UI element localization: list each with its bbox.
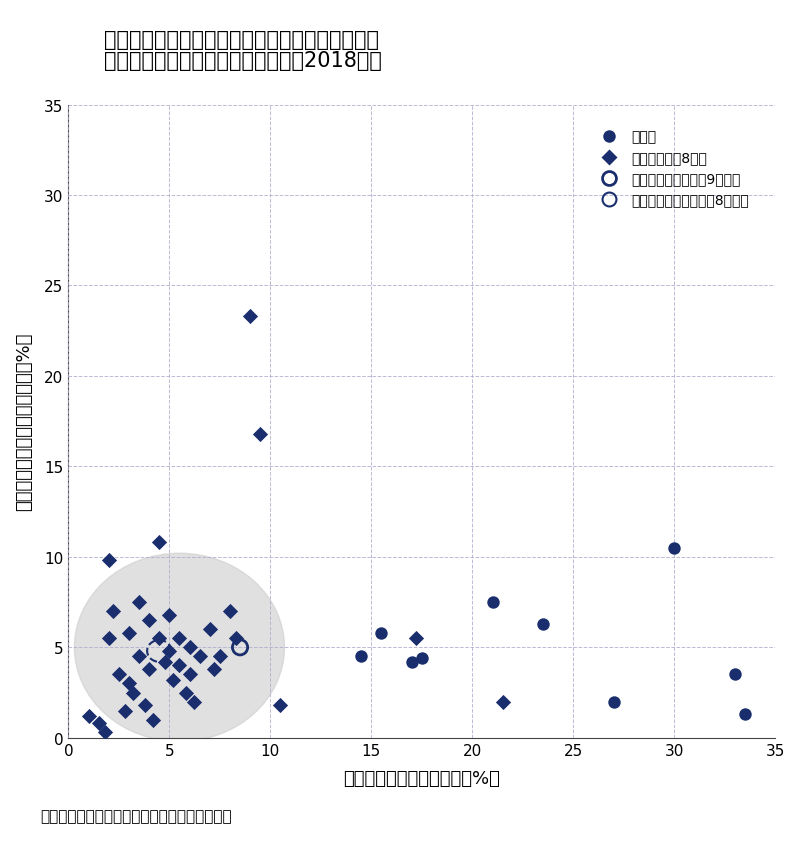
Point bbox=[146, 713, 159, 727]
Point bbox=[122, 677, 135, 690]
Point bbox=[223, 604, 236, 618]
Point bbox=[133, 650, 146, 663]
Text: 出所：各社有価証券報告書、決算説明会資料等: 出所：各社有価証券報告書、決算説明会資料等 bbox=[40, 808, 232, 823]
Point bbox=[118, 704, 131, 717]
Point bbox=[92, 717, 105, 730]
Point bbox=[203, 623, 216, 636]
Point bbox=[230, 632, 242, 646]
Point bbox=[187, 695, 200, 708]
Point bbox=[122, 626, 135, 640]
Point bbox=[98, 726, 111, 739]
Point bbox=[113, 668, 126, 681]
Point bbox=[274, 699, 287, 712]
Point bbox=[142, 663, 155, 676]
Point bbox=[729, 668, 742, 681]
Point bbox=[486, 596, 499, 609]
Point bbox=[668, 541, 681, 555]
Point bbox=[102, 554, 115, 567]
X-axis label: 対売上高研究開発費比率（%）: 対売上高研究開発費比率（%） bbox=[343, 769, 500, 787]
Point bbox=[183, 641, 196, 654]
Point bbox=[496, 695, 509, 708]
Point bbox=[167, 674, 180, 687]
Point bbox=[537, 617, 550, 630]
Point bbox=[106, 604, 119, 618]
Point bbox=[159, 655, 172, 668]
Point bbox=[153, 632, 166, 646]
Point bbox=[102, 632, 115, 646]
Point bbox=[355, 650, 368, 663]
Point bbox=[173, 632, 186, 646]
Point bbox=[738, 707, 751, 721]
Point bbox=[142, 614, 155, 627]
Point bbox=[254, 428, 266, 441]
Point bbox=[163, 645, 176, 658]
Point bbox=[126, 686, 139, 700]
Point bbox=[234, 641, 246, 654]
Point bbox=[375, 626, 388, 640]
Point bbox=[153, 536, 166, 549]
Point bbox=[179, 686, 192, 700]
Legend: 医薬品, 医薬品以外の8業種, 平均値（医薬品含む9業種）, 平均値（医薬品以外の8業種）: 医薬品, 医薬品以外の8業種, 平均値（医薬品含む9業種）, 平均値（医薬品以外… bbox=[594, 125, 754, 213]
Point bbox=[415, 652, 428, 665]
Point bbox=[173, 659, 186, 673]
Point bbox=[82, 710, 95, 723]
Point bbox=[214, 650, 226, 663]
Text: 図１　対売上高研究開発費比率と試験研究費にか: 図１ 対売上高研究開発費比率と試験研究費にか bbox=[104, 30, 379, 50]
Point bbox=[163, 609, 176, 622]
Point bbox=[244, 310, 257, 323]
Point bbox=[138, 699, 151, 712]
Text: かる法人税額控除率の関係（2018年）: かる法人税額控除率の関係（2018年） bbox=[104, 51, 382, 71]
Point bbox=[133, 596, 146, 609]
Point bbox=[406, 655, 418, 668]
Point bbox=[194, 650, 206, 663]
Circle shape bbox=[74, 554, 285, 742]
Point bbox=[607, 695, 620, 708]
Point bbox=[183, 668, 196, 681]
Y-axis label: 試験研究費の法人税額控除率（%）: 試験研究費の法人税額控除率（%） bbox=[15, 333, 33, 511]
Point bbox=[410, 632, 422, 646]
Point bbox=[207, 663, 220, 676]
